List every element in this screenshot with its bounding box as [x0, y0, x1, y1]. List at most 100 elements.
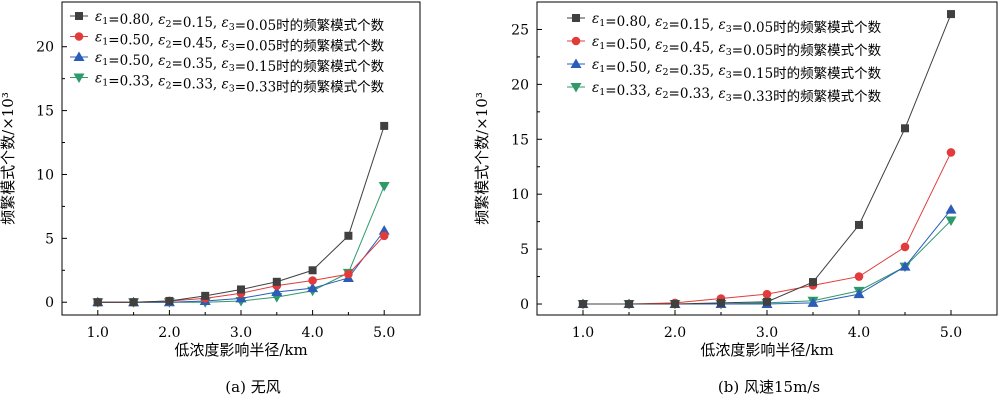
data-point	[809, 278, 817, 287]
legend-symbol: ε	[95, 9, 102, 25]
data-point	[235, 292, 247, 303]
panel-caption: (b) 风速15m/s	[718, 378, 820, 396]
data-point	[945, 216, 957, 227]
legend-marker	[572, 14, 580, 22]
legend-marker	[73, 51, 85, 61]
x-tick-label: 3.0	[756, 325, 778, 341]
y-tick-label: 0	[520, 297, 529, 313]
data-point	[271, 286, 283, 297]
data-point	[900, 242, 910, 252]
legend-subscript: 2	[663, 90, 669, 101]
data-point	[945, 204, 957, 214]
legend-symbol: ε	[222, 15, 229, 31]
legend-symbol: ε	[222, 77, 229, 93]
legend-marker	[570, 83, 582, 93]
legend-subscript: 2	[663, 21, 669, 32]
y-tick-label: 5	[520, 242, 529, 258]
legend-text-part: =0.35,	[172, 56, 222, 72]
legend-subscript: 3	[229, 22, 235, 33]
data-point	[899, 261, 911, 271]
legend-entry: ε1=0.33, ε2=0.33, ε3=0.33时的频繁模式个数	[95, 71, 385, 96]
legend-symbol: ε	[655, 60, 662, 76]
legend-subscript: 2	[166, 19, 172, 30]
data-point	[272, 277, 281, 286]
y-tick-label: 10	[36, 167, 54, 183]
legend-text-part: =0.80,	[605, 14, 655, 30]
legend-subscript: 1	[599, 64, 605, 75]
data-point	[344, 269, 353, 279]
legend-symbol: ε	[158, 53, 165, 69]
legend-subscript: 2	[166, 40, 172, 51]
y-tick-label: 0	[45, 295, 54, 311]
x-tick-label: 3.0	[230, 325, 252, 341]
legend-text-part: =0.15,	[669, 17, 719, 33]
legend-subscript: 3	[229, 43, 235, 54]
legend-symbol: ε	[719, 17, 726, 33]
y-tick-label: 20	[36, 40, 54, 56]
legend-symbol: ε	[592, 80, 599, 96]
data-point	[308, 276, 317, 285]
data-point	[946, 148, 956, 157]
legend-subscript: 3	[726, 70, 732, 81]
legend-subscript: 1	[599, 41, 605, 52]
legend-symbol: ε	[655, 83, 662, 99]
panel-caption: (a) 无风	[225, 378, 280, 396]
data-point	[901, 124, 909, 133]
legend-marker	[74, 32, 84, 41]
legend-symbol: ε	[222, 36, 229, 52]
data-point	[763, 297, 771, 306]
legend-subscript: 3	[229, 84, 235, 95]
legend-text-part: =0.50,	[605, 60, 655, 76]
x-tick-label: 4.0	[301, 325, 323, 341]
data-point	[671, 300, 679, 309]
legend-entry: ε1=0.80, ε2=0.15, ε3=0.05时的频繁模式个数	[592, 11, 882, 36]
legend-entry: ε1=0.50, ε2=0.35, ε3=0.15时的频繁模式个数	[592, 57, 882, 82]
legend-subscript: 3	[726, 93, 732, 104]
y-tick-label: 25	[511, 22, 529, 38]
data-point	[308, 266, 317, 275]
legend-subscript: 2	[663, 44, 669, 55]
legend-symbol: ε	[222, 56, 229, 72]
legend-symbol: ε	[719, 63, 726, 79]
data-point	[378, 225, 390, 235]
legend-symbol: ε	[655, 14, 662, 30]
legend-symbol: ε	[592, 11, 599, 27]
x-tick-label: 1.0	[87, 325, 109, 341]
data-point	[378, 181, 390, 192]
legend-marker	[570, 58, 582, 68]
legend-symbol: ε	[592, 57, 599, 73]
data-point	[201, 291, 210, 300]
legend-symbol: ε	[719, 86, 726, 102]
legend-text-part: =0.33,	[108, 74, 158, 90]
legend-text-part: =0.05时的频繁模式个数	[235, 18, 385, 34]
data-point	[307, 282, 319, 293]
data-point	[129, 298, 138, 307]
legend-text-part: =0.50,	[108, 53, 158, 69]
legend-text-part: =0.15时的频繁模式个数	[235, 59, 385, 75]
legend-symbol: ε	[158, 74, 165, 90]
legend: ε1=0.80, ε2=0.15, ε3=0.05时的频繁模式个数ε1=0.50…	[567, 11, 882, 105]
legend-entry: ε1=0.33, ε2=0.33, ε3=0.33时的频繁模式个数	[592, 80, 882, 105]
data-point	[165, 296, 174, 305]
y-axis-title: 频繁模式个数/×10³	[0, 92, 17, 225]
x-tick-label: 4.0	[848, 325, 870, 341]
legend-subscript: 2	[166, 60, 172, 71]
legend-text-part: =0.33,	[172, 77, 222, 93]
legend-text-part: =0.15,	[172, 15, 222, 31]
data-point	[579, 300, 587, 309]
legend-text-part: =0.45,	[669, 40, 719, 56]
y-tick-label: 10	[511, 187, 529, 203]
legend-marker	[73, 73, 85, 83]
data-point	[379, 231, 389, 241]
legend-symbol: ε	[158, 33, 165, 49]
legend-text-part: =0.15时的频繁模式个数	[732, 66, 882, 82]
data-point	[625, 300, 633, 309]
legend-symbol: ε	[95, 30, 102, 46]
x-axis-title: 低浓度影响半径/km	[174, 341, 307, 359]
data-point	[853, 288, 865, 299]
legend-text-part: =0.50,	[605, 37, 655, 53]
legend-subscript: 3	[726, 24, 732, 35]
legend-entry: ε1=0.50, ε2=0.45, ε3=0.05时的频繁模式个数	[95, 30, 385, 55]
legend-subscript: 1	[102, 37, 108, 48]
legend-subscript: 2	[663, 67, 669, 78]
